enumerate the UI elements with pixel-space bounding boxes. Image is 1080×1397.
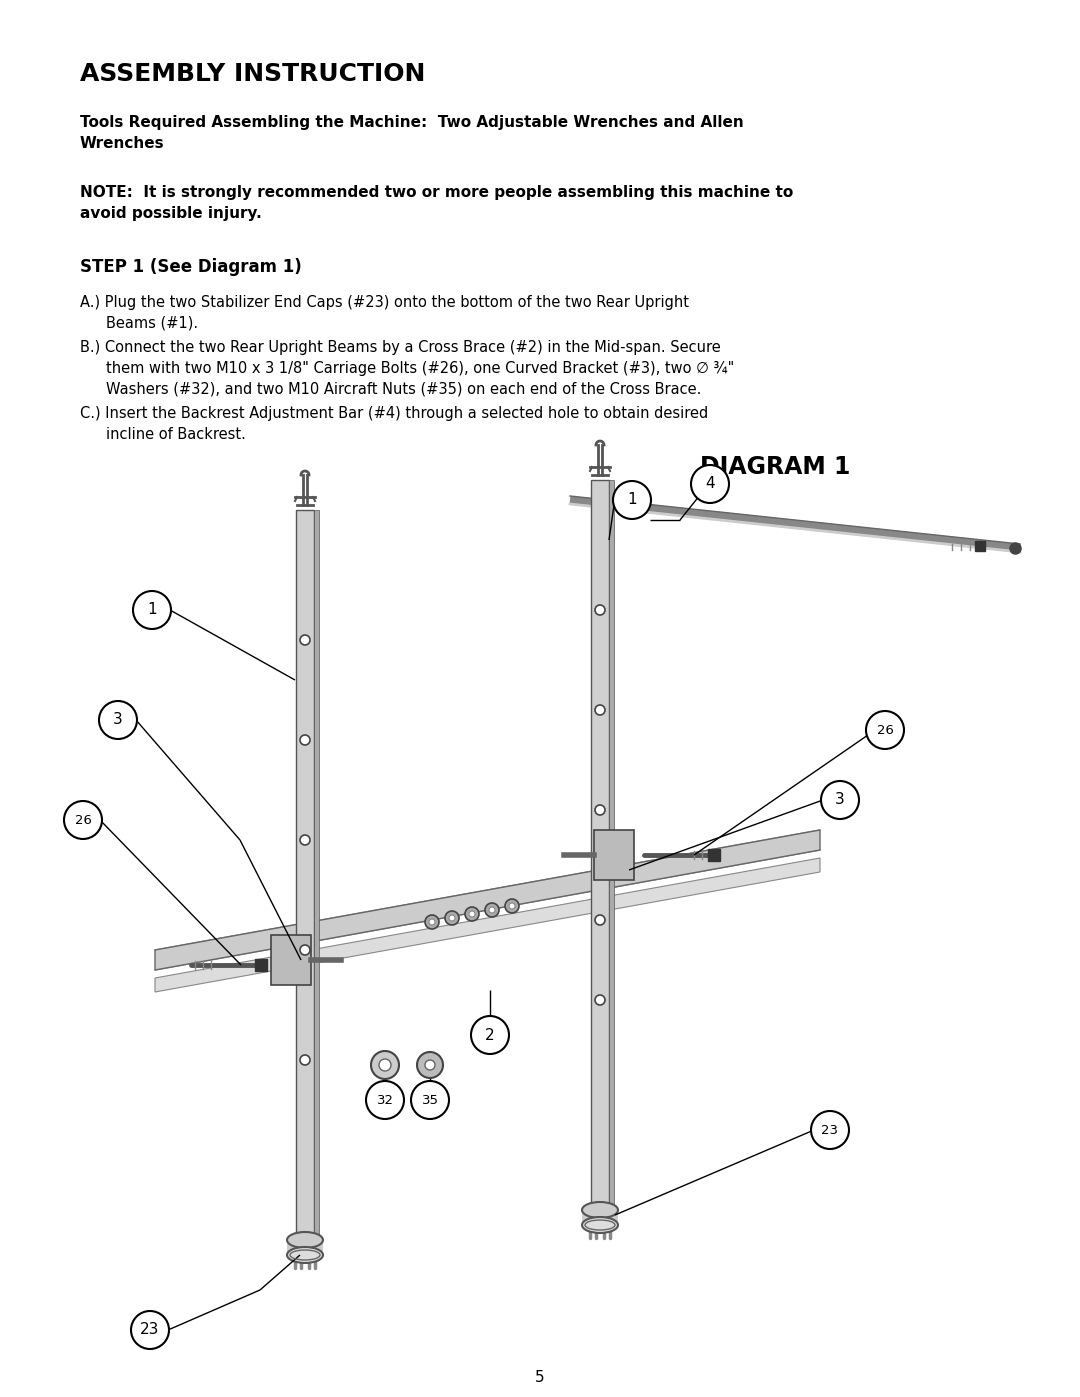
Circle shape	[489, 907, 495, 914]
FancyBboxPatch shape	[609, 481, 615, 1220]
Ellipse shape	[372, 1051, 399, 1078]
Ellipse shape	[287, 1232, 323, 1248]
Ellipse shape	[582, 1217, 618, 1234]
Circle shape	[811, 1111, 849, 1148]
Ellipse shape	[478, 1023, 502, 1046]
Text: 23: 23	[140, 1323, 160, 1337]
Text: 1: 1	[147, 602, 157, 617]
Polygon shape	[271, 935, 311, 985]
Circle shape	[595, 605, 605, 615]
Circle shape	[509, 902, 515, 909]
Text: 3: 3	[835, 792, 845, 807]
Text: 1: 1	[627, 493, 637, 507]
Circle shape	[300, 636, 310, 645]
Text: 4: 4	[705, 476, 715, 492]
Text: Tools Required Assembling the Machine:  Two Adjustable Wrenches and Allen
Wrench: Tools Required Assembling the Machine: T…	[80, 115, 744, 151]
Circle shape	[595, 915, 605, 925]
Ellipse shape	[287, 1248, 323, 1263]
Polygon shape	[156, 858, 820, 992]
Text: 3: 3	[113, 712, 123, 728]
FancyBboxPatch shape	[582, 1210, 618, 1225]
Text: them with two M10 x 3 1/8" Carriage Bolts (#26), one Curved Bracket (#3), two ∅ : them with two M10 x 3 1/8" Carriage Bolt…	[106, 360, 734, 376]
Text: ASSEMBLY INSTRUCTION: ASSEMBLY INSTRUCTION	[80, 61, 426, 87]
Circle shape	[691, 465, 729, 503]
Circle shape	[133, 591, 171, 629]
Text: 5: 5	[536, 1370, 544, 1384]
Text: B.) Connect the two Rear Upright Beams by a Cross Brace (#2) in the Mid-span. Se: B.) Connect the two Rear Upright Beams b…	[80, 339, 720, 355]
Text: NOTE:  It is strongly recommended two or more people assembling this machine to
: NOTE: It is strongly recommended two or …	[80, 184, 793, 221]
Text: incline of Backrest.: incline of Backrest.	[106, 427, 246, 441]
Ellipse shape	[379, 1059, 391, 1071]
Circle shape	[426, 915, 438, 929]
Circle shape	[595, 995, 605, 1004]
Text: C.) Insert the Backrest Adjustment Bar (#4) through a selected hole to obtain de: C.) Insert the Backrest Adjustment Bar (…	[80, 407, 708, 420]
Text: 32: 32	[377, 1094, 393, 1106]
Text: 23: 23	[822, 1123, 838, 1137]
Circle shape	[866, 711, 904, 749]
Circle shape	[821, 781, 859, 819]
Ellipse shape	[582, 1201, 618, 1218]
Text: 26: 26	[877, 724, 893, 736]
Circle shape	[99, 701, 137, 739]
Circle shape	[485, 902, 499, 916]
Circle shape	[366, 1081, 404, 1119]
Circle shape	[429, 919, 435, 925]
Circle shape	[469, 911, 475, 916]
Circle shape	[465, 907, 480, 921]
Circle shape	[411, 1081, 449, 1119]
Circle shape	[300, 1055, 310, 1065]
Text: Washers (#32), and two M10 Aircraft Nuts (#35) on each end of the Cross Brace.: Washers (#32), and two M10 Aircraft Nuts…	[106, 381, 701, 397]
Polygon shape	[594, 830, 634, 880]
FancyBboxPatch shape	[296, 510, 314, 1250]
Circle shape	[449, 915, 455, 921]
Polygon shape	[156, 830, 820, 970]
Circle shape	[445, 911, 459, 925]
Text: A.) Plug the two Stabilizer End Caps (#23) onto the bottom of the two Rear Uprig: A.) Plug the two Stabilizer End Caps (#2…	[80, 295, 689, 310]
Circle shape	[595, 705, 605, 715]
Text: Beams (#1).: Beams (#1).	[106, 316, 198, 331]
FancyBboxPatch shape	[287, 1241, 323, 1255]
Circle shape	[300, 835, 310, 845]
Text: STEP 1 (See Diagram 1): STEP 1 (See Diagram 1)	[80, 258, 301, 277]
Circle shape	[131, 1310, 168, 1350]
Ellipse shape	[426, 1060, 435, 1070]
Circle shape	[300, 735, 310, 745]
Circle shape	[613, 481, 651, 520]
Circle shape	[471, 1016, 509, 1053]
Text: 2: 2	[485, 1028, 495, 1042]
Circle shape	[300, 944, 310, 956]
Circle shape	[505, 900, 519, 914]
FancyBboxPatch shape	[314, 510, 319, 1250]
FancyBboxPatch shape	[591, 481, 609, 1220]
Circle shape	[595, 805, 605, 814]
Text: DIAGRAM 1: DIAGRAM 1	[700, 455, 850, 479]
Circle shape	[64, 800, 102, 840]
Text: 26: 26	[75, 813, 92, 827]
Text: 35: 35	[421, 1094, 438, 1106]
Ellipse shape	[417, 1052, 443, 1078]
